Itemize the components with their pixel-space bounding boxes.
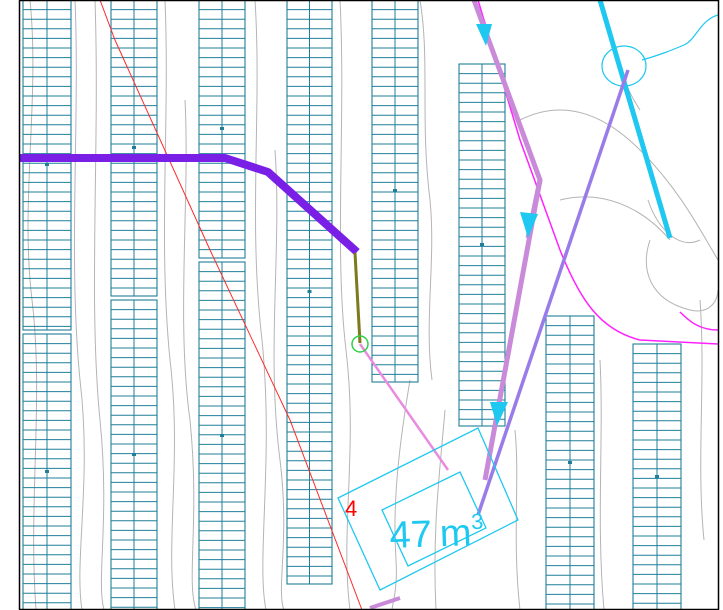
panel-rack: [632, 343, 682, 610]
olive-connector-segment: [353, 252, 362, 344]
flow-arrow-icon: [476, 24, 538, 426]
purple-trunk-line: [20, 154, 360, 255]
panel-rack: [545, 315, 595, 610]
magenta-boundary-line: [477, 0, 719, 345]
junction-marker-icon: [351, 335, 369, 353]
point-id-label: 4: [345, 496, 357, 521]
panel-rack: [286, 0, 333, 585]
panel-rack: [110, 299, 158, 610]
pink-outlet-line: [369, 596, 401, 610]
pink-pipe-line: [358, 343, 450, 471]
volume-unit: m: [439, 512, 472, 555]
solar-panel-racks: [22, 0, 682, 610]
retention-basin: [337, 427, 519, 591]
flow-line-lavender: [476, 69, 630, 516]
panel-rack: [371, 0, 419, 383]
panel-rack: [198, 0, 246, 259]
panel-rack: [22, 0, 72, 331]
volume-value: 47: [389, 514, 433, 557]
volume-label: 47 m3: [389, 509, 485, 557]
panel-rack: [458, 63, 506, 427]
volume-exponent: 3: [471, 509, 484, 534]
panel-rack: [22, 333, 72, 610]
panel-rack: [198, 261, 246, 610]
magenta-road-curve: [679, 311, 719, 331]
red-boundary-line: [99, 0, 363, 610]
